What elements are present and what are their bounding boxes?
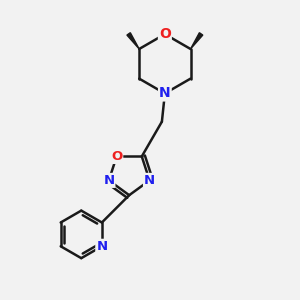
Text: N: N: [103, 174, 114, 187]
Polygon shape: [190, 33, 203, 49]
Text: N: N: [144, 174, 155, 187]
Polygon shape: [127, 33, 139, 49]
Text: N: N: [96, 240, 107, 253]
Text: O: O: [111, 150, 122, 163]
Text: O: O: [159, 27, 171, 41]
Text: N: N: [159, 86, 171, 100]
